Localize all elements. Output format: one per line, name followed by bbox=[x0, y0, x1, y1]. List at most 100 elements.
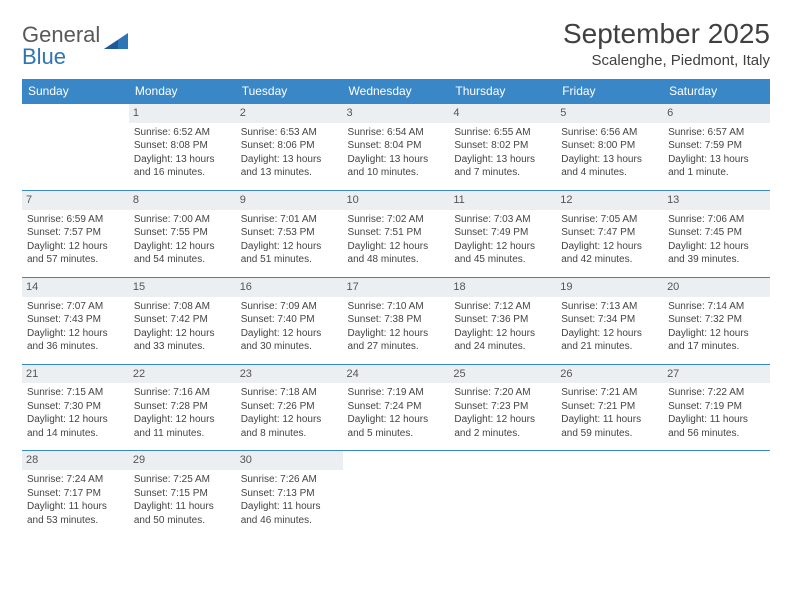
sunrise-line: Sunrise: 7:14 AM bbox=[668, 300, 765, 314]
sunrise-line: Sunrise: 7:19 AM bbox=[348, 386, 445, 400]
sunset-line: Sunset: 7:23 PM bbox=[454, 400, 551, 414]
sunrise-line: Sunrise: 7:06 AM bbox=[668, 213, 765, 227]
daylight-line: Daylight: 13 hours and 10 minutes. bbox=[348, 153, 445, 180]
sunset-line: Sunset: 8:06 PM bbox=[241, 139, 338, 153]
sunset-line: Sunset: 7:28 PM bbox=[134, 400, 231, 414]
calendar-day-cell: 26Sunrise: 7:21 AMSunset: 7:21 PMDayligh… bbox=[556, 364, 663, 451]
sunrise-line: Sunrise: 7:13 AM bbox=[561, 300, 658, 314]
calendar-week-row: 21Sunrise: 7:15 AMSunset: 7:30 PMDayligh… bbox=[22, 364, 770, 451]
sunrise-line: Sunrise: 6:54 AM bbox=[348, 126, 445, 140]
day-number: 16 bbox=[236, 278, 343, 297]
calendar-day-cell: 13Sunrise: 7:06 AMSunset: 7:45 PMDayligh… bbox=[663, 190, 770, 277]
weekday-header: Wednesday bbox=[343, 79, 450, 104]
day-number: 30 bbox=[236, 451, 343, 470]
day-number: 29 bbox=[129, 451, 236, 470]
day-number: 10 bbox=[343, 191, 450, 210]
calendar-day-cell: 24Sunrise: 7:19 AMSunset: 7:24 PMDayligh… bbox=[343, 364, 450, 451]
sunrise-line: Sunrise: 7:22 AM bbox=[668, 386, 765, 400]
sunset-line: Sunset: 7:42 PM bbox=[134, 313, 231, 327]
sunset-line: Sunset: 7:21 PM bbox=[561, 400, 658, 414]
day-number: 27 bbox=[663, 365, 770, 384]
calendar-day-cell: 2 Sunrise: 6:53 AMSunset: 8:06 PMDaylight… bbox=[236, 104, 343, 191]
sunrise-line: Sunrise: 6:57 AM bbox=[668, 126, 765, 140]
day-number: 1 bbox=[129, 104, 236, 123]
sunrise-line: Sunrise: 6:56 AM bbox=[561, 126, 658, 140]
sunset-line: Sunset: 7:13 PM bbox=[241, 487, 338, 501]
calendar-day-cell: 4Sunrise: 6:55 AMSunset: 8:02 PMDaylight… bbox=[449, 104, 556, 191]
title-block: September 2025 Scalenghe, Piedmont, Ital… bbox=[563, 18, 770, 69]
day-number: 25 bbox=[449, 365, 556, 384]
sunrise-line: Sunrise: 7:05 AM bbox=[561, 213, 658, 227]
sunset-line: Sunset: 7:51 PM bbox=[348, 226, 445, 240]
daylight-line: Daylight: 12 hours and 30 minutes. bbox=[241, 327, 338, 354]
daylight-line: Daylight: 13 hours and 4 minutes. bbox=[561, 153, 658, 180]
calendar-day-cell: 21Sunrise: 7:15 AMSunset: 7:30 PMDayligh… bbox=[22, 364, 129, 451]
day-number: 20 bbox=[663, 278, 770, 297]
sunrise-line: Sunrise: 7:09 AM bbox=[241, 300, 338, 314]
daylight-line: Daylight: 12 hours and 17 minutes. bbox=[668, 327, 765, 354]
daylight-line: Daylight: 11 hours and 50 minutes. bbox=[134, 500, 231, 527]
sunrise-line: Sunrise: 6:52 AM bbox=[134, 126, 231, 140]
weekday-header: Friday bbox=[556, 79, 663, 104]
calendar-day-cell: 29Sunrise: 7:25 AMSunset: 7:15 PMDayligh… bbox=[129, 451, 236, 537]
calendar-body: 1Sunrise: 6:52 AMSunset: 8:08 PMDaylight… bbox=[22, 104, 770, 538]
daylight-line: Daylight: 12 hours and 54 minutes. bbox=[134, 240, 231, 267]
sunset-line: Sunset: 7:38 PM bbox=[348, 313, 445, 327]
day-number: 17 bbox=[343, 278, 450, 297]
calendar-day-cell: 25Sunrise: 7:20 AMSunset: 7:23 PMDayligh… bbox=[449, 364, 556, 451]
logo-word2: Blue bbox=[22, 44, 66, 69]
sunrise-line: Sunrise: 7:10 AM bbox=[348, 300, 445, 314]
day-number: 28 bbox=[22, 451, 129, 470]
calendar-day-cell: 20Sunrise: 7:14 AMSunset: 7:32 PMDayligh… bbox=[663, 277, 770, 364]
location: Scalenghe, Piedmont, Italy bbox=[563, 52, 770, 69]
calendar-day-cell: 23Sunrise: 7:18 AMSunset: 7:26 PMDayligh… bbox=[236, 364, 343, 451]
calendar-day-cell: 28 Sunrise: 7:24 AMSunset: 7:17 PMDayligh… bbox=[22, 451, 129, 537]
daylight-line: Daylight: 12 hours and 33 minutes. bbox=[134, 327, 231, 354]
calendar-day-cell: 9Sunrise: 7:01 AMSunset: 7:53 PMDaylight… bbox=[236, 190, 343, 277]
sunrise-line: Sunrise: 7:08 AM bbox=[134, 300, 231, 314]
sunset-line: Sunset: 7:59 PM bbox=[668, 139, 765, 153]
calendar-day-cell: 6Sunrise: 6:57 AMSunset: 7:59 PMDaylight… bbox=[663, 104, 770, 191]
calendar-empty-cell bbox=[663, 451, 770, 537]
sunset-line: Sunset: 8:00 PM bbox=[561, 139, 658, 153]
calendar-day-cell: 18Sunrise: 7:12 AMSunset: 7:36 PMDayligh… bbox=[449, 277, 556, 364]
day-number: 4 bbox=[449, 104, 556, 123]
daylight-line: Daylight: 11 hours and 46 minutes. bbox=[241, 500, 338, 527]
day-number: 2 bbox=[236, 104, 343, 123]
day-number: 13 bbox=[663, 191, 770, 210]
calendar-empty-cell bbox=[22, 104, 129, 191]
sunrise-line: Sunrise: 7:20 AM bbox=[454, 386, 551, 400]
daylight-line: Daylight: 12 hours and 42 minutes. bbox=[561, 240, 658, 267]
calendar-day-cell: 30 Sunrise: 7:26 AMSunset: 7:13 PMDayligh… bbox=[236, 451, 343, 537]
day-number: 19 bbox=[556, 278, 663, 297]
calendar-day-cell: 22Sunrise: 7:16 AMSunset: 7:28 PMDayligh… bbox=[129, 364, 236, 451]
day-number: 22 bbox=[129, 365, 236, 384]
day-number: 7 bbox=[22, 191, 129, 210]
calendar-day-cell: 19Sunrise: 7:13 AMSunset: 7:34 PMDayligh… bbox=[556, 277, 663, 364]
sunrise-line: Sunrise: 7:15 AM bbox=[27, 386, 124, 400]
daylight-line: Daylight: 13 hours and 13 minutes. bbox=[241, 153, 338, 180]
sunrise-line: Sunrise: 6:53 AM bbox=[241, 126, 338, 140]
daylight-line: Daylight: 12 hours and 8 minutes. bbox=[241, 413, 338, 440]
daylight-line: Daylight: 12 hours and 45 minutes. bbox=[454, 240, 551, 267]
calendar-day-cell: 1Sunrise: 6:52 AMSunset: 8:08 PMDaylight… bbox=[129, 104, 236, 191]
sunrise-line: Sunrise: 7:26 AM bbox=[241, 473, 338, 487]
sunrise-line: Sunrise: 7:24 AM bbox=[27, 473, 124, 487]
daylight-line: Daylight: 12 hours and 11 minutes. bbox=[134, 413, 231, 440]
sunrise-line: Sunrise: 7:02 AM bbox=[348, 213, 445, 227]
day-number: 9 bbox=[236, 191, 343, 210]
daylight-line: Daylight: 12 hours and 14 minutes. bbox=[27, 413, 124, 440]
day-number: 23 bbox=[236, 365, 343, 384]
sunset-line: Sunset: 7:17 PM bbox=[27, 487, 124, 501]
day-number: 14 bbox=[22, 278, 129, 297]
sunrise-line: Sunrise: 7:18 AM bbox=[241, 386, 338, 400]
sunset-line: Sunset: 7:30 PM bbox=[27, 400, 124, 414]
daylight-line: Daylight: 12 hours and 51 minutes. bbox=[241, 240, 338, 267]
daylight-line: Daylight: 13 hours and 1 minute. bbox=[668, 153, 765, 180]
daylight-line: Daylight: 11 hours and 53 minutes. bbox=[27, 500, 124, 527]
day-number: 15 bbox=[129, 278, 236, 297]
sunset-line: Sunset: 7:57 PM bbox=[27, 226, 124, 240]
sunrise-line: Sunrise: 7:21 AM bbox=[561, 386, 658, 400]
calendar-day-cell: 27Sunrise: 7:22 AMSunset: 7:19 PMDayligh… bbox=[663, 364, 770, 451]
calendar-day-cell: 8Sunrise: 7:00 AMSunset: 7:55 PMDaylight… bbox=[129, 190, 236, 277]
